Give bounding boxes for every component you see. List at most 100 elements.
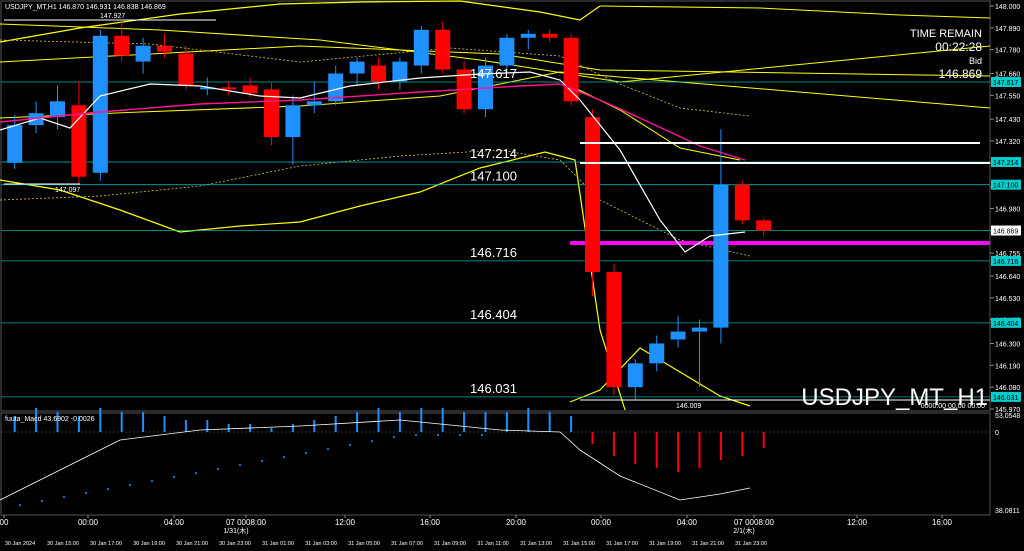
price-tag — [991, 255, 1021, 266]
macd-dot — [239, 464, 241, 466]
price-tag — [991, 157, 1021, 168]
candle-bull — [713, 184, 729, 328]
macd-dot — [283, 456, 285, 458]
macd-dot — [481, 434, 483, 436]
level-label: 147.214 — [470, 146, 517, 161]
marker-label: 147.927 — [100, 13, 125, 20]
candle-bear — [734, 184, 750, 221]
price-tick-label: 147.660 — [995, 71, 1020, 78]
macd-dot — [173, 476, 175, 478]
macd-dot — [19, 504, 21, 506]
macd-dot — [151, 480, 153, 482]
price-tick-label: 146.640 — [995, 274, 1020, 281]
marker-label: 146.009 — [676, 403, 701, 410]
macd-dot — [63, 496, 65, 498]
macd-pane-frame — [0, 412, 991, 516]
macd-dot — [393, 436, 395, 438]
time-label-lower: 30 Jan 2024 — [5, 541, 35, 547]
time-label: 00 — [0, 518, 9, 527]
time-label: 12:00 — [335, 518, 356, 527]
trendline-lower — [0, 71, 991, 119]
time-label-lower: 30 Jan 15:00 — [47, 541, 79, 547]
moving-averages — [0, 71, 746, 253]
candle-bear — [157, 45, 172, 52]
time-label-lower: 31 Jan 11:00 — [477, 541, 508, 547]
level-label: 147.617 — [470, 66, 517, 81]
macd-dot — [305, 452, 307, 454]
macd-dot — [217, 468, 219, 470]
time-label-lower: 31 Jan 07:00 — [391, 541, 423, 547]
candle-bear — [242, 85, 258, 94]
time-label-lower: 31 Jan 23:00 — [735, 541, 767, 547]
macd-signal-line — [0, 419, 751, 501]
candle-bear — [114, 35, 130, 56]
price-tag — [991, 225, 1021, 236]
time-label-lower: 31 Jan 15:00 — [563, 541, 595, 547]
macd-indicator: 53.0548 0 38.0811 — [0, 408, 1020, 515]
candle-bull — [627, 363, 643, 388]
time-label-lower: 31 Jan 13:00 — [520, 541, 552, 547]
price-tick-label: 146.980 — [995, 206, 1020, 213]
candle-bull — [306, 101, 322, 106]
time-label-lower: 31 Jan 03:00 — [305, 541, 337, 547]
time-label: 04:00 — [677, 518, 698, 527]
macd-dot — [107, 488, 109, 490]
time-label-lower: 31 Jan 01:00 — [262, 541, 294, 547]
date-label: 2/1(木) — [733, 526, 754, 535]
candles — [7, 21, 772, 400]
candle-bull — [413, 29, 429, 66]
bollinger-upper-ext — [599, 5, 991, 19]
price-tick-label: 146.190 — [995, 363, 1020, 370]
time-remain-value: 00:22:28 — [935, 40, 982, 54]
time-label-lower: 31 Jan 09:00 — [434, 541, 466, 547]
candle-bull — [92, 35, 108, 173]
time-label-lower: 31 Jan 19:00 — [649, 541, 681, 547]
main-pane-frame — [0, 0, 991, 412]
envelope-lower — [0, 149, 751, 257]
macd-dot — [195, 472, 197, 474]
macd-dot — [261, 460, 263, 462]
price-tick-label: 146.080 — [995, 385, 1020, 392]
macd-dot — [459, 434, 461, 436]
level-label: 146.716 — [470, 245, 517, 260]
price-tick-label: 147.430 — [995, 117, 1020, 124]
price-tick-label: 147.320 — [995, 139, 1020, 146]
candle-bear — [435, 29, 451, 70]
time-label: 20:00 — [506, 518, 527, 527]
price-tag-label: 147.100 — [993, 183, 1018, 190]
macd-dot — [415, 434, 417, 436]
time-label: 00:00 — [591, 518, 612, 527]
price-tick-label: 146.530 — [995, 296, 1020, 303]
candle-bull — [520, 33, 536, 38]
price-tick-label: 147.550 — [995, 93, 1020, 100]
price-tag — [991, 317, 1021, 328]
candle-bull — [499, 37, 515, 66]
price-tick-label: 146.755 — [995, 251, 1020, 258]
candle-bull — [199, 87, 215, 90]
price-axis: 148.000 147.890 147.780 147.660 147.550 147.4… — [990, 4, 1021, 414]
time-label: 04:00 — [164, 518, 185, 527]
candle-bear — [542, 33, 558, 38]
time-label-lower: 31 Jan 17:00 — [606, 541, 638, 547]
time-label: 16:00 — [420, 518, 441, 527]
candle-bull — [649, 343, 665, 364]
macd-zero-line-text: 0000.00 00.00 00.00 — [921, 403, 985, 410]
trendline-cross — [0, 23, 991, 83]
candle-bull — [392, 61, 408, 82]
macd-dot — [129, 484, 131, 486]
level-labels: 147.617 147.214 147.100 146.716 146.404 146.0… — [55, 13, 701, 410]
macd-tick-label: 0 — [995, 430, 999, 437]
candle-bear — [563, 37, 579, 102]
time-label-lower: 31 Jan 21:00 — [692, 541, 724, 547]
price-tick-label: 146.300 — [995, 341, 1020, 348]
candle-bull — [7, 125, 23, 163]
level-label: 146.404 — [470, 307, 517, 322]
level-label: 147.100 — [470, 169, 517, 184]
candle-bear — [585, 117, 600, 273]
chart-header: USDJPY_MT,H1 146.870 146.931 146.838 146… — [5, 4, 166, 11]
time-label-lower: 30 Jan 17:00 — [90, 541, 122, 547]
candle-bull — [670, 331, 686, 340]
time-label-lower: 31 Jan 05:00 — [348, 541, 380, 547]
price-tag — [991, 391, 1021, 402]
